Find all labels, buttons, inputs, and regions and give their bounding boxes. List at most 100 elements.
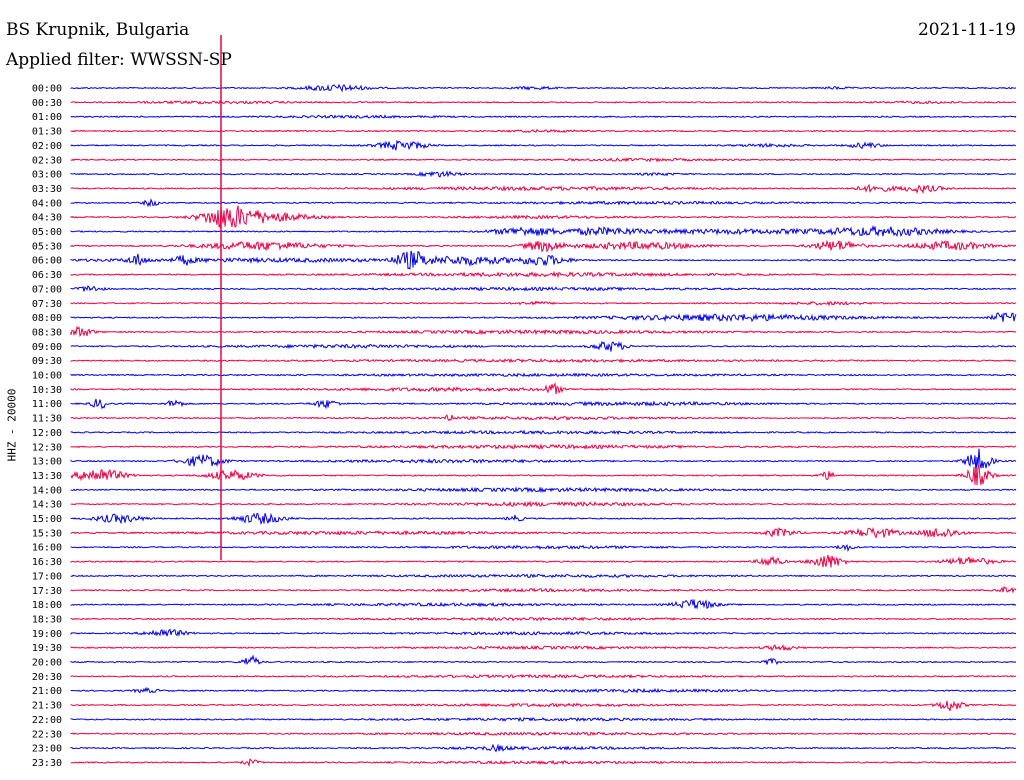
trace-1600	[70, 544, 1017, 553]
time-label-1230: 12:30	[32, 442, 62, 453]
time-label-0630: 06:30	[32, 270, 62, 281]
trace-0730	[70, 300, 1017, 307]
trace-0830	[70, 325, 1017, 338]
trace-0630	[70, 270, 1017, 279]
trace-0930	[70, 357, 1017, 364]
trace-2300	[70, 743, 1017, 753]
trace-1730	[70, 585, 1017, 594]
time-label-0530: 05:30	[32, 241, 62, 252]
time-label-2200: 22:00	[32, 715, 62, 726]
time-label-1800: 18:00	[32, 600, 62, 611]
trace-1300	[70, 448, 1017, 474]
time-label-0430: 04:30	[32, 213, 62, 224]
trace-1830	[70, 616, 1017, 622]
time-label-0400: 04:00	[32, 198, 62, 209]
time-label-0000: 00:00	[32, 84, 62, 95]
trace-1000	[70, 372, 1017, 378]
time-label-1000: 10:00	[32, 371, 62, 382]
time-label-1100: 11:00	[32, 399, 62, 410]
trace-2130	[70, 700, 1017, 712]
time-label-0230: 02:30	[32, 155, 62, 166]
date-label: 2021-11-19	[917, 20, 1016, 40]
time-label-0930: 09:30	[32, 356, 62, 367]
station-title: BS Krupnik, Bulgaria	[6, 20, 190, 40]
time-label-0330: 03:30	[32, 184, 62, 195]
time-label-1030: 10:30	[32, 385, 62, 396]
time-label-2000: 20:00	[32, 658, 62, 669]
time-label-1900: 19:00	[32, 629, 62, 640]
trace-0230	[70, 157, 1017, 163]
trace-0130	[70, 128, 1017, 133]
trace-1900	[70, 628, 1017, 637]
time-label-0700: 07:00	[32, 284, 62, 295]
trace-1530	[70, 526, 1017, 539]
filter-label: Applied filter: WWSSN-SP	[6, 50, 232, 70]
trace-1630	[70, 554, 1017, 568]
time-label-1500: 15:00	[32, 514, 62, 525]
time-label-0500: 05:00	[32, 227, 62, 238]
time-label-0030: 00:30	[32, 98, 62, 109]
time-label-0600: 06:00	[32, 256, 62, 267]
trace-0900	[70, 340, 1017, 352]
time-label-1530: 15:30	[32, 528, 62, 539]
time-label-2330: 23:30	[32, 758, 62, 769]
time-label-0300: 03:00	[32, 170, 62, 181]
time-label-1200: 12:00	[32, 428, 62, 439]
trace-0300	[70, 170, 1017, 178]
time-label-2100: 21:00	[32, 686, 62, 697]
trace-0530	[70, 239, 1017, 253]
trace-0430	[70, 205, 1017, 229]
trace-1930	[70, 644, 1017, 652]
time-label-1700: 17:00	[32, 571, 62, 582]
time-label-1930: 19:30	[32, 643, 62, 654]
trace-1230	[70, 443, 1017, 450]
time-label-1830: 18:30	[32, 614, 62, 625]
time-label-0130: 01:30	[32, 127, 62, 138]
time-label-2030: 20:30	[32, 672, 62, 683]
trace-2230	[70, 731, 1017, 737]
trace-0030	[70, 99, 1017, 105]
time-label-1630: 16:30	[32, 557, 62, 568]
time-label-1430: 14:30	[32, 500, 62, 511]
time-label-0200: 02:00	[32, 141, 62, 152]
time-label-0900: 09:00	[32, 342, 62, 353]
trace-1800	[70, 599, 1017, 610]
time-label-2300: 23:00	[32, 744, 62, 755]
trace-0500	[70, 224, 1017, 238]
trace-0600	[70, 250, 1017, 270]
time-label-0100: 01:00	[32, 112, 62, 123]
trace-1700	[70, 573, 1017, 579]
trace-1500	[70, 512, 1017, 525]
trace-0400	[70, 198, 1017, 208]
time-label-1730: 17:30	[32, 586, 62, 597]
trace-1100	[70, 398, 1017, 410]
time-label-2130: 21:30	[32, 701, 62, 712]
trace-1400	[70, 486, 1017, 494]
time-label-2230: 22:30	[32, 729, 62, 740]
time-label-0800: 08:00	[32, 313, 62, 324]
trace-0700	[70, 285, 1017, 292]
trace-1130	[70, 414, 1017, 422]
trace-1430	[70, 500, 1017, 508]
time-label-1130: 11:30	[32, 414, 62, 425]
time-label-1400: 14:00	[32, 485, 62, 496]
trace-1330	[70, 464, 1017, 486]
trace-2100	[70, 686, 1017, 694]
trace-2200	[70, 716, 1016, 722]
trace-2000	[70, 654, 1017, 666]
trace-0200	[70, 139, 1017, 151]
time-label-1300: 13:00	[32, 457, 62, 468]
time-label-0830: 08:30	[32, 327, 62, 338]
trace-2330	[70, 757, 1017, 768]
time-label-1600: 16:00	[32, 543, 62, 554]
trace-2030	[70, 673, 1017, 679]
trace-1200	[70, 429, 1017, 435]
trace-1030	[70, 381, 1017, 395]
trace-0330	[70, 183, 1017, 195]
trace-0100	[70, 114, 1017, 119]
time-label-1330: 13:30	[32, 471, 62, 482]
time-label-0730: 07:30	[32, 299, 62, 310]
trace-0000	[70, 83, 1017, 93]
trace-0800	[70, 312, 1017, 323]
